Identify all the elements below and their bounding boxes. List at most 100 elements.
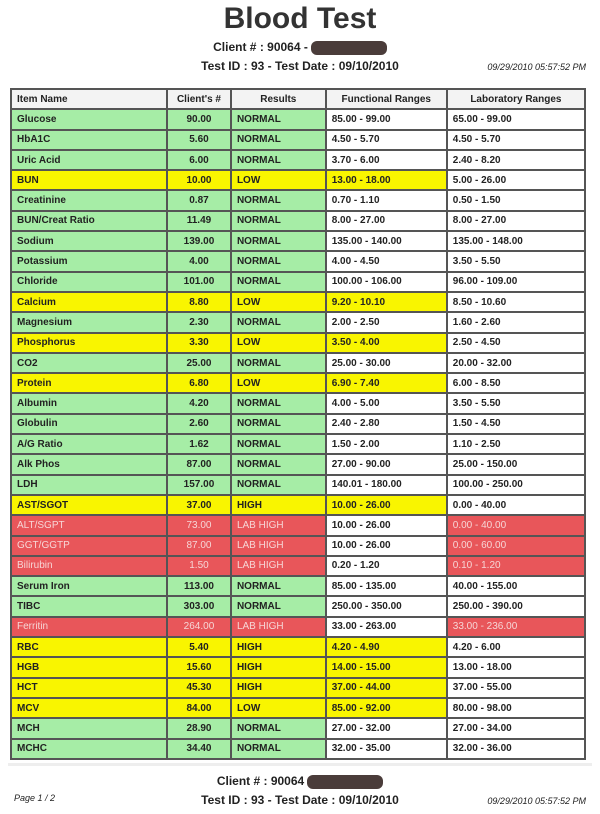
- client-value: 1.62: [166, 433, 232, 456]
- footer-client: Client # : 90064: [0, 774, 600, 789]
- table-row: Magnesium 2.30 NORMAL 2.00 - 2.50 1.60 - 2.6…: [10, 311, 587, 334]
- redacted-name: [310, 40, 387, 55]
- lab-range: 5.00 - 26.00: [445, 169, 587, 192]
- lab-range: 3.50 - 5.50: [445, 250, 587, 273]
- client-value: 4.00: [166, 250, 232, 273]
- table-row: Alk Phos 87.00 NORMAL 27.00 - 90.00 25.00 - …: [10, 453, 587, 476]
- client-value: 37.00: [166, 493, 232, 517]
- lab-range: 25.00 - 150.00: [445, 453, 587, 476]
- client-value: 87.00: [166, 534, 232, 557]
- table-row: GGT/GGTP 87.00 LAB HIGH 10.00 - 26.00 0.00 -…: [10, 534, 587, 557]
- table-row: Uric Acid 6.00 NORMAL 3.70 - 6.00 2.40 - 8.2…: [10, 148, 587, 172]
- result: NORMAL: [229, 392, 327, 415]
- result: NORMAL: [229, 412, 327, 436]
- result: NORMAL: [229, 148, 327, 172]
- item-name: BUN: [10, 169, 168, 192]
- table-row: Calcium 8.80 LOW 9.20 - 10.10 8.50 - 10.60: [10, 290, 587, 314]
- lab-range: 0.00 - 40.00: [445, 493, 587, 517]
- result: NORMAL: [229, 351, 327, 375]
- item-name: Magnesium: [10, 311, 168, 334]
- result: LAB HIGH: [229, 615, 327, 639]
- page-number: Page 1 / 2: [14, 793, 56, 803]
- table-row: Protein 6.80 LOW 6.90 - 7.40 6.00 - 8.50: [10, 372, 587, 395]
- lab-range: 80.00 - 98.00: [445, 696, 587, 720]
- functional-range: 1.50 - 2.00: [324, 433, 448, 456]
- table-row: TIBC 303.00 NORMAL 250.00 - 350.00 250.00 - …: [10, 595, 587, 618]
- item-name: Sodium: [10, 230, 168, 253]
- result: NORMAL: [229, 433, 327, 456]
- table-row: ALT/SGPT 73.00 LAB HIGH 10.00 - 26.00 0.00 -…: [10, 514, 587, 537]
- footer-divider: [8, 763, 592, 766]
- table-row: LDH 157.00 NORMAL 140.01 - 180.00 100.00 - 2…: [10, 473, 587, 496]
- table-row: BUN/Creat Ratio 11.49 NORMAL 8.00 - 27.00 8.…: [10, 209, 587, 233]
- functional-range: 33.00 - 263.00: [324, 615, 448, 639]
- client-value: 73.00: [166, 514, 232, 537]
- lab-range: 20.00 - 32.00: [445, 351, 587, 375]
- result: NORMAL: [229, 737, 327, 760]
- redacted-name: [307, 774, 384, 789]
- result: NORMAL: [229, 595, 327, 618]
- functional-range: 10.00 - 26.00: [324, 493, 448, 517]
- item-name: HbA1C: [10, 128, 168, 151]
- functional-range: 6.90 - 7.40: [324, 372, 448, 395]
- lab-range: 135.00 - 148.00: [445, 230, 587, 253]
- functional-range: 25.00 - 30.00: [324, 351, 448, 375]
- item-name: Alk Phos: [10, 453, 168, 476]
- lab-range: 100.00 - 250.00: [445, 473, 587, 496]
- functional-range: 0.20 - 1.20: [324, 554, 448, 578]
- item-name: Ferritin: [10, 615, 168, 639]
- lab-range: 4.20 - 6.00: [445, 636, 587, 659]
- lab-range: 3.50 - 5.50: [445, 392, 587, 415]
- functional-range: 250.00 - 350.00: [324, 595, 448, 618]
- lab-range: 0.00 - 60.00: [445, 534, 587, 557]
- result: NORMAL: [229, 209, 327, 233]
- item-name: Bilirubin: [10, 554, 168, 578]
- table-row: Potassium 4.00 NORMAL 4.00 - 4.50 3.50 - 5.5…: [10, 250, 587, 273]
- item-name: TIBC: [10, 595, 168, 618]
- table-row: A/G Ratio 1.62 NORMAL 1.50 - 2.00 1.10 - 2.5…: [10, 433, 587, 456]
- lab-range: 96.00 - 109.00: [445, 270, 587, 293]
- functional-range: 4.00 - 5.00: [324, 392, 448, 415]
- client-value: 34.40: [166, 737, 232, 760]
- client-value: 4.20: [166, 392, 232, 415]
- lab-range: 250.00 - 390.00: [445, 595, 587, 618]
- lab-range: 40.00 - 155.00: [445, 575, 587, 598]
- lab-range: 13.00 - 18.00: [445, 656, 587, 679]
- client-value: 2.30: [166, 311, 232, 334]
- result: NORMAL: [229, 311, 327, 334]
- table-row: Creatinine 0.87 NORMAL 0.70 - 1.10 0.50 - 1.…: [10, 189, 587, 212]
- item-name: BUN/Creat Ratio: [10, 209, 168, 233]
- table-row: MCV 84.00 LOW 85.00 - 92.00 80.00 - 98.00: [10, 696, 587, 720]
- result: NORMAL: [229, 270, 327, 293]
- client-value: 90.00: [166, 108, 232, 131]
- functional-range: 0.70 - 1.10: [324, 189, 448, 212]
- functional-range: 10.00 - 26.00: [324, 514, 448, 537]
- functional-range: 140.01 - 180.00: [324, 473, 448, 496]
- item-name: Albumin: [10, 392, 168, 415]
- table-row: Sodium 139.00 NORMAL 135.00 - 140.00 135.00 …: [10, 230, 587, 253]
- functional-range: 135.00 - 140.00: [324, 230, 448, 253]
- page-title: Blood Test: [223, 2, 377, 35]
- client-value: 0.87: [166, 189, 232, 212]
- column-header: Results: [229, 87, 327, 111]
- functional-range: 8.00 - 27.00: [324, 209, 448, 233]
- functional-range: 2.00 - 2.50: [324, 311, 448, 334]
- client-value: 15.60: [166, 656, 232, 679]
- table-row: RBC 5.40 HIGH 4.20 - 4.90 4.20 - 6.00: [10, 636, 587, 659]
- item-name: A/G Ratio: [10, 433, 168, 456]
- result: NORMAL: [229, 230, 327, 253]
- result: LOW: [229, 372, 327, 395]
- result: LOW: [229, 696, 327, 720]
- client-value: 264.00: [166, 615, 232, 639]
- functional-range: 85.00 - 99.00: [324, 108, 448, 131]
- functional-range: 10.00 - 26.00: [324, 534, 448, 557]
- item-name: AST/SGOT: [10, 493, 168, 517]
- result: NORMAL: [229, 473, 327, 496]
- table-row: Globulin 2.60 NORMAL 2.40 - 2.80 1.50 - 4.50: [10, 412, 587, 436]
- lab-range: 2.50 - 4.50: [445, 331, 587, 354]
- results-table: Item Name Client's # Results Functional Ran…: [10, 87, 587, 760]
- client-value: 113.00: [166, 575, 232, 598]
- table-row: MCH 28.90 NORMAL 27.00 - 32.00 27.00 - 34.00: [10, 717, 587, 740]
- functional-range: 27.00 - 90.00: [324, 453, 448, 476]
- result: NORMAL: [229, 128, 327, 151]
